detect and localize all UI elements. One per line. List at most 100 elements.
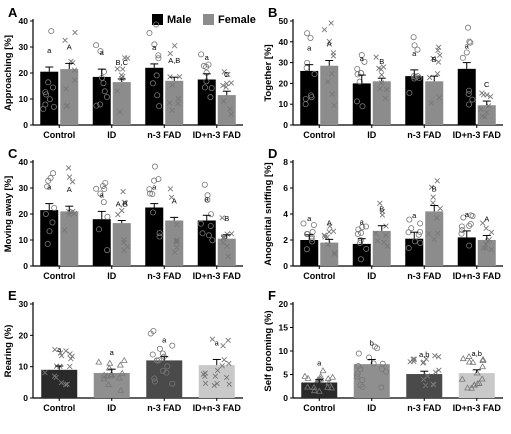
data-point	[474, 380, 482, 387]
bar	[457, 68, 476, 125]
legend: Male Female	[152, 14, 256, 26]
data-point	[482, 114, 488, 120]
data-point	[153, 21, 160, 28]
y-tick-label: 0	[23, 261, 28, 271]
legend-label-female: Female	[218, 14, 256, 26]
data-point	[410, 34, 417, 41]
bar	[405, 76, 424, 125]
data-point	[435, 44, 442, 50]
data-point	[64, 381, 70, 387]
x-tick-label: Control	[43, 271, 75, 281]
data-point	[104, 247, 111, 254]
data-point	[151, 375, 158, 382]
y-tick-label: 30	[19, 42, 29, 52]
data-point	[104, 381, 112, 388]
data-point	[328, 20, 334, 26]
data-point	[406, 216, 413, 223]
data-point	[63, 86, 69, 92]
data-point	[430, 200, 436, 206]
data-point	[220, 343, 226, 349]
data-point	[53, 374, 59, 381]
data-point	[199, 230, 206, 237]
y-tick-label: 40	[279, 37, 289, 47]
bar	[92, 76, 111, 125]
data-point	[408, 225, 415, 232]
data-point	[169, 82, 176, 88]
data-point	[354, 230, 361, 237]
data-point	[414, 46, 421, 53]
data-point	[479, 355, 487, 362]
significance-letter: a	[317, 359, 322, 368]
data-point	[466, 242, 473, 249]
data-point	[357, 366, 364, 373]
data-point	[71, 67, 78, 73]
data-point	[164, 363, 171, 370]
data-point	[105, 364, 113, 371]
data-point	[153, 72, 160, 79]
data-point	[72, 29, 78, 36]
bar	[40, 210, 59, 266]
y-tick-label: 10	[19, 94, 29, 104]
significance-letter: A	[327, 40, 332, 49]
bar	[320, 242, 339, 266]
bar	[477, 240, 496, 266]
data-point	[428, 184, 435, 190]
data-point	[353, 98, 360, 105]
data-point	[303, 246, 310, 253]
panel-letter: B	[268, 5, 277, 20]
data-point	[411, 42, 418, 49]
data-point	[119, 73, 126, 80]
data-point	[458, 223, 465, 230]
data-point	[174, 221, 180, 228]
bar	[145, 67, 164, 125]
data-point	[115, 211, 121, 218]
x-tick-label: ID	[367, 403, 377, 413]
data-point	[303, 64, 310, 71]
data-point	[465, 353, 473, 360]
data-point	[174, 237, 180, 244]
data-point	[325, 241, 331, 248]
significance-letter: a	[100, 190, 105, 199]
data-point	[459, 226, 466, 233]
data-point	[70, 60, 76, 66]
y-tick-label: 10	[279, 99, 289, 109]
y-tick-label: 40	[19, 157, 29, 167]
significance-letter: a	[110, 348, 115, 357]
data-point	[151, 163, 158, 170]
data-point	[466, 101, 473, 108]
data-point	[197, 220, 204, 227]
legend-swatch-male	[152, 14, 163, 25]
x-tick-label: ID+n-3 FAD	[453, 130, 502, 140]
data-point	[50, 103, 57, 110]
bar	[165, 80, 184, 125]
data-point	[488, 229, 495, 236]
bar	[197, 220, 216, 266]
data-point	[117, 109, 123, 115]
bar	[425, 81, 444, 125]
panel-letter: E	[8, 288, 17, 303]
significance-letter: a,b	[419, 350, 429, 359]
panel-letter: C	[8, 146, 18, 161]
data-point	[146, 186, 153, 193]
data-point	[436, 367, 442, 373]
data-point	[120, 356, 128, 363]
data-point	[209, 336, 216, 342]
data-point	[156, 230, 163, 237]
data-point	[321, 232, 328, 238]
data-point	[118, 369, 126, 376]
bar	[457, 237, 476, 266]
data-point	[61, 227, 68, 233]
data-point	[205, 232, 212, 239]
data-point	[478, 375, 486, 382]
x-tick-label: ID	[107, 130, 117, 140]
data-point	[417, 220, 424, 227]
data-point	[224, 243, 230, 249]
data-point	[330, 228, 337, 234]
data-point	[304, 231, 311, 238]
data-point	[310, 387, 318, 394]
data-point	[308, 94, 315, 101]
significance-letter: a	[412, 49, 417, 58]
x-tick-label: ID+n-3 FAD	[193, 130, 242, 140]
data-point	[225, 71, 231, 78]
